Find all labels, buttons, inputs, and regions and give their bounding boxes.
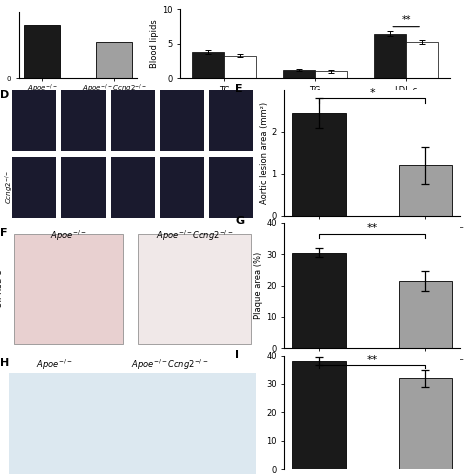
Text: $Apoe^{-/-}$: $Apoe^{-/-}$ xyxy=(36,358,72,372)
Text: G: G xyxy=(235,217,245,227)
Bar xyxy=(292,361,346,469)
Text: $Apoe^{-/-}Ccng2^{-/-}$: $Apoe^{-/-}Ccng2^{-/-}$ xyxy=(155,229,233,243)
Bar xyxy=(160,157,204,218)
Bar xyxy=(292,113,346,216)
Bar xyxy=(14,234,123,345)
Bar xyxy=(24,25,60,78)
Bar xyxy=(110,157,155,218)
Text: Oil Red O: Oil Red O xyxy=(0,268,4,308)
Bar xyxy=(292,253,346,348)
Bar xyxy=(399,378,452,469)
Text: **: ** xyxy=(366,355,378,365)
Text: $Apoe^{-/-}$
$Ccng2^{-/-}$: $Apoe^{-/-}$ $Ccng2^{-/-}$ xyxy=(0,170,16,204)
Text: I: I xyxy=(235,350,239,360)
Text: $Apoe^{-/-}$: $Apoe^{-/-}$ xyxy=(50,229,87,243)
Bar xyxy=(224,55,256,78)
Y-axis label: Aortic lesion area (mm²): Aortic lesion area (mm²) xyxy=(260,102,269,204)
Text: E: E xyxy=(235,84,243,94)
Bar xyxy=(110,91,155,151)
Bar xyxy=(406,42,438,78)
Bar xyxy=(209,157,254,218)
Text: H: H xyxy=(0,358,9,368)
Bar xyxy=(399,281,452,348)
Bar xyxy=(315,72,347,78)
Bar xyxy=(192,52,224,78)
Text: **: ** xyxy=(401,15,411,25)
Bar xyxy=(61,157,106,218)
Text: D: D xyxy=(0,91,9,100)
Y-axis label: Blood lipids: Blood lipids xyxy=(150,19,159,68)
Bar xyxy=(160,91,204,151)
Text: *: * xyxy=(369,88,375,98)
Bar xyxy=(12,91,56,151)
Bar xyxy=(12,157,56,218)
Bar xyxy=(209,91,254,151)
Bar xyxy=(137,234,251,345)
Bar xyxy=(96,42,132,78)
Text: $Apoe^{-/-}$: $Apoe^{-/-}$ xyxy=(0,106,2,136)
Bar xyxy=(9,374,256,474)
Text: $Apoe^{-/-}Ccng2^{-/-}$: $Apoe^{-/-}Ccng2^{-/-}$ xyxy=(131,358,209,372)
Bar xyxy=(283,70,315,78)
Bar xyxy=(374,34,406,78)
Y-axis label: Plaque area (%): Plaque area (%) xyxy=(255,252,264,319)
Text: F: F xyxy=(0,228,7,237)
Text: **: ** xyxy=(366,223,378,233)
Bar xyxy=(399,165,452,216)
Bar xyxy=(61,91,106,151)
